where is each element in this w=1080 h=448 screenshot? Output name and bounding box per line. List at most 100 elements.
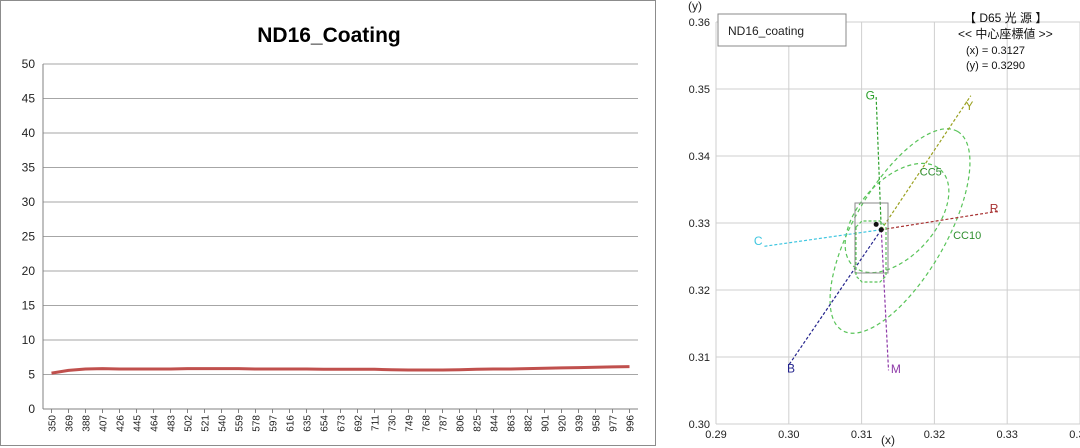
x-tick-label: 369 xyxy=(65,415,76,432)
x-tick-label: 882 xyxy=(524,415,535,432)
center-x-value: (x) = 0.3127 xyxy=(966,45,1025,57)
x-tick-label: 0.31 xyxy=(851,429,872,441)
x-tick-label: 844 xyxy=(490,415,501,432)
y-tick-label: 0.31 xyxy=(689,352,710,364)
y-tick-label: 35 xyxy=(22,161,36,175)
x-tick-label: 0.34 xyxy=(1069,429,1080,441)
series-lines xyxy=(51,365,630,375)
y-tick-label: 0.33 xyxy=(689,218,710,230)
direction-line-y xyxy=(880,95,972,231)
direction-labels: G Y R M B C CC5 CC10 xyxy=(754,89,999,376)
chromaticity-chart-panel: 0.290.300.310.320.330.340.300.310.320.33… xyxy=(676,0,1080,448)
y-tick-label: 0.32 xyxy=(689,285,710,297)
y-tick-label: 0.36 xyxy=(689,17,710,29)
y-tick-label: 50 xyxy=(22,57,36,71)
y-tick-label: 0 xyxy=(28,402,35,416)
x-tick-label: 464 xyxy=(150,415,161,432)
series-line xyxy=(51,365,630,375)
y-tick-label: 10 xyxy=(22,333,36,347)
gridlines xyxy=(43,63,638,375)
tolerance-box xyxy=(854,202,889,283)
x-tick-label: 597 xyxy=(269,415,280,432)
x-tick-label: 977 xyxy=(609,415,620,432)
transmittance-chart-panel: ND16_Coating 0 5 10 15 20 25 30 35 40 45 50 350 369… xyxy=(0,0,656,446)
direction-label-r: R xyxy=(990,201,999,215)
y-tick-label: 30 xyxy=(22,195,36,209)
x-tick-label: 825 xyxy=(473,415,484,432)
ellipse-cc5 xyxy=(844,162,950,274)
x-tick-label: 749 xyxy=(405,415,416,432)
x-tick-label: 768 xyxy=(422,415,433,432)
direction-label-g: G xyxy=(866,89,875,103)
direction-label-m: M xyxy=(891,362,901,376)
direction-line-c xyxy=(763,229,882,248)
direction-line-b xyxy=(788,229,882,366)
tolerance-octagon xyxy=(855,220,887,283)
direction-label-b: B xyxy=(787,361,795,375)
y-tick-label: 0.34 xyxy=(689,151,710,163)
x-tick-label: 996 xyxy=(626,415,637,432)
x-tick-label: 711 xyxy=(371,415,382,431)
x-tick-label: 673 xyxy=(337,415,348,432)
illuminant-label: 【 D65 光 源 】 xyxy=(964,11,1047,25)
x-tick-label: 806 xyxy=(456,415,467,432)
x-tick-label: 483 xyxy=(167,415,178,432)
x-tick-label: 787 xyxy=(439,415,450,432)
x-tick-label: 958 xyxy=(592,415,603,432)
x-tick-label: 502 xyxy=(184,415,195,432)
x-tick-label: 445 xyxy=(133,415,144,432)
ellipse-cc10 xyxy=(829,128,971,334)
center-point xyxy=(878,227,884,233)
y-tick-label: 0.35 xyxy=(689,84,710,96)
x-tick-label: 920 xyxy=(558,415,569,432)
legend-box xyxy=(717,13,847,47)
x-tick-label: 635 xyxy=(303,415,314,432)
y-tick-label: 40 xyxy=(22,126,36,140)
direction-label-c: C xyxy=(754,234,763,248)
x-axis-label: (x) xyxy=(881,433,895,447)
y-axis-label: (y) xyxy=(688,0,702,13)
ellipse-label-cc10: CC10 xyxy=(953,230,981,242)
x-tick-label: 692 xyxy=(354,415,365,432)
x-tick-labels: 350 369 388 407 426 445 464 483 502 521 540 559 578 5… xyxy=(48,409,637,432)
chart-title: ND16_Coating xyxy=(257,24,401,47)
legend-title: ND16_coating xyxy=(728,24,804,38)
x-tick-label: 616 xyxy=(286,415,297,432)
chromaticity-chart: 0.290.300.310.320.330.340.300.310.320.33… xyxy=(688,0,1080,447)
center-y-value: (y) = 0.3290 xyxy=(966,60,1025,72)
tolerance-rect xyxy=(854,202,889,274)
sample-point xyxy=(873,221,879,227)
x-tick-label: 407 xyxy=(99,415,110,432)
x-tick-label: 901 xyxy=(541,415,552,432)
x-tick-label: 863 xyxy=(507,415,518,432)
x-tick-label: 388 xyxy=(82,415,93,432)
x-tick-label: 0.32 xyxy=(924,429,945,441)
direction-label-y: Y xyxy=(965,99,973,113)
y-tick-labels: 0 5 10 15 20 25 30 35 40 45 50 xyxy=(22,57,36,416)
center-coordinates-label: << 中心座標値 >> xyxy=(958,26,1053,41)
x-tick-label: 0.33 xyxy=(996,429,1017,441)
direction-line-m xyxy=(880,229,890,371)
y-tick-label: 5 xyxy=(28,368,35,382)
x-tick-label: 521 xyxy=(201,415,212,432)
x-tick-label: 654 xyxy=(320,415,331,432)
y-tick-label: 15 xyxy=(22,299,36,313)
direction-line-g xyxy=(875,97,882,230)
x-tick-label: 559 xyxy=(235,415,246,432)
x-tick-label: 578 xyxy=(252,415,263,432)
direction-lines xyxy=(763,95,1001,371)
y-tick-label: 25 xyxy=(22,230,36,244)
x-tick-label: 350 xyxy=(48,415,59,432)
transmittance-chart: ND16_Coating 0 5 10 15 20 25 30 35 40 45 50 350 369… xyxy=(22,24,638,432)
x-tick-label: 0.29 xyxy=(705,429,726,441)
y-tick-label: 20 xyxy=(22,264,36,278)
y-tick-label: 0.30 xyxy=(689,419,710,431)
x-tick-label: 939 xyxy=(575,415,586,432)
ellipse-label-cc5: CC5 xyxy=(920,166,942,178)
tick-labels: 0.290.300.310.320.330.340.300.310.320.33… xyxy=(689,17,1080,441)
x-tick-label: 0.30 xyxy=(778,429,799,441)
y-tick-label: 45 xyxy=(22,92,36,106)
direction-line-r xyxy=(881,210,1001,231)
sample-points xyxy=(873,221,884,233)
x-tick-label: 426 xyxy=(116,415,127,432)
